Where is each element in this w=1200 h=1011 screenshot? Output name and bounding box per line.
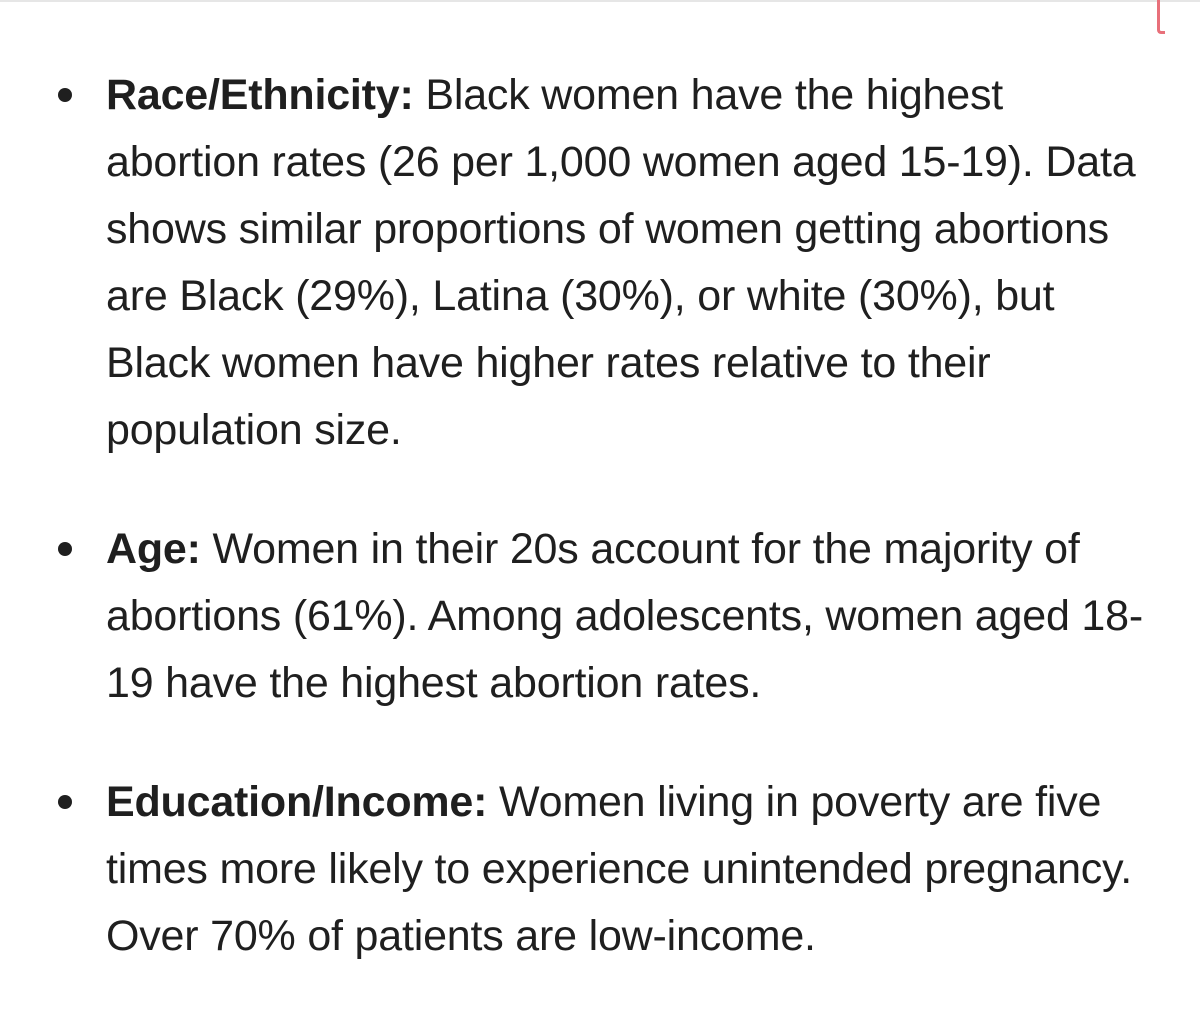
bullet-dot-icon (58, 795, 72, 809)
list-item-label: Race/Ethnicity: (106, 71, 414, 119)
list-item-age: Age: Women in their 20s account for the … (0, 516, 1200, 717)
list-item-label: Education/Income: (106, 778, 488, 826)
top-divider (0, 0, 1200, 2)
list-item-text: Black women have the highest abortion ra… (106, 71, 1136, 454)
list-item-race-ethnicity: Race/Ethnicity: Black women have the hig… (0, 62, 1200, 464)
scroll-indicator-mark (1157, 0, 1165, 34)
bullet-dot-icon (58, 88, 72, 102)
list-item-education-income: Education/Income: Women living in povert… (0, 769, 1200, 970)
list-item-text: Women living in poverty are five times m… (106, 778, 1132, 960)
bullet-list: Race/Ethnicity: Black women have the hig… (0, 62, 1200, 1011)
bullet-dot-icon (58, 542, 72, 556)
list-item-label: Age: (106, 525, 201, 573)
list-item-text: Women in their 20s account for the major… (106, 525, 1143, 707)
